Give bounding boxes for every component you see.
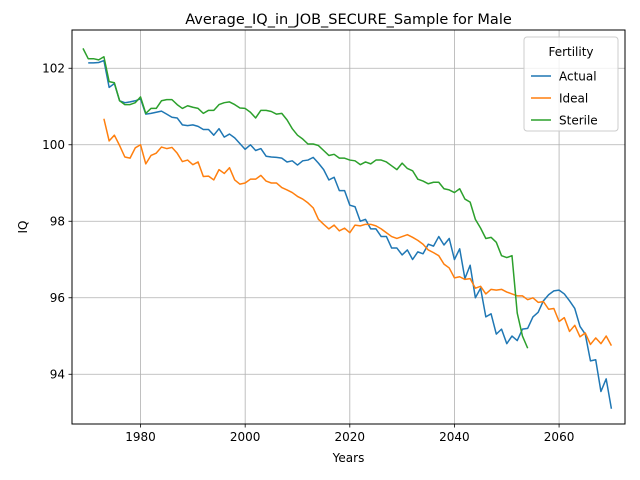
y-tick-label: 102	[42, 62, 65, 76]
legend-label-sterile: Sterile	[559, 113, 598, 127]
x-tick-label: 2020	[335, 430, 366, 444]
y-tick-label: 94	[50, 368, 65, 382]
series-line-ideal	[103, 118, 613, 346]
y-tick-label: 100	[42, 138, 65, 152]
legend-box	[523, 36, 619, 132]
x-tick-label: 2000	[230, 430, 261, 444]
y-axis-label: IQ	[16, 221, 30, 234]
x-axis-label: Years	[332, 451, 365, 465]
y-tick-label: 98	[50, 215, 65, 229]
legend-label-ideal: Ideal	[559, 91, 588, 105]
x-tick-label: 2040	[439, 430, 470, 444]
plot-frame	[71, 29, 626, 425]
chart-title: Average_IQ_in_JOB_SECURE_Sample for Male	[185, 12, 512, 28]
axes: 1980 2000 2020 2040 2060 94 96 98 100 102	[42, 62, 574, 444]
series-line-actual	[88, 59, 613, 409]
series-line-sterile	[82, 48, 529, 349]
series-lines	[82, 48, 613, 409]
legend-label-actual: Actual	[559, 69, 597, 83]
y-tick-label: 96	[50, 291, 65, 305]
legend-title: Fertility	[548, 45, 593, 59]
legend: Fertility Actual Ideal Sterile	[523, 36, 619, 132]
x-tick-label: 2060	[544, 430, 575, 444]
x-tick-label: 1980	[125, 430, 156, 444]
